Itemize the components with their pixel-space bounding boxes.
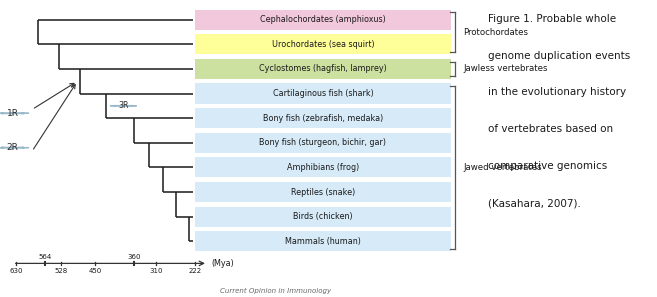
FancyBboxPatch shape [195, 206, 451, 227]
FancyBboxPatch shape [195, 83, 451, 104]
Text: 310: 310 [150, 268, 163, 274]
Text: Cephalochordates (amphioxus): Cephalochordates (amphioxus) [260, 15, 386, 24]
FancyBboxPatch shape [195, 231, 451, 251]
Text: of vertebrates based on: of vertebrates based on [489, 124, 614, 134]
Text: 2R: 2R [7, 143, 19, 152]
Text: 360: 360 [127, 254, 141, 260]
Text: Amphibians (frog): Amphibians (frog) [287, 163, 359, 172]
Text: Urochordates (sea squirt): Urochordates (sea squirt) [271, 40, 374, 49]
FancyBboxPatch shape [195, 133, 451, 153]
Text: Reptiles (snake): Reptiles (snake) [291, 187, 355, 197]
Text: Jawed vertebrates: Jawed vertebrates [463, 163, 541, 172]
Text: 630: 630 [9, 268, 23, 274]
FancyBboxPatch shape [195, 157, 451, 178]
Text: Mammals (human): Mammals (human) [285, 237, 361, 246]
Text: Protochordates: Protochordates [463, 28, 528, 37]
Text: Current Opinion in Immunology: Current Opinion in Immunology [220, 288, 332, 294]
FancyBboxPatch shape [195, 10, 451, 30]
Text: Bony fish (sturgeon, bichir, gar): Bony fish (sturgeon, bichir, gar) [260, 138, 386, 147]
FancyBboxPatch shape [195, 182, 451, 202]
Text: comparative genomics: comparative genomics [489, 161, 608, 171]
Text: (Kasahara, 2007).: (Kasahara, 2007). [489, 198, 581, 208]
Text: Cartilaginous fish (shark): Cartilaginous fish (shark) [273, 89, 373, 98]
FancyBboxPatch shape [195, 34, 451, 54]
Text: 528: 528 [54, 268, 68, 274]
Polygon shape [110, 105, 137, 106]
Text: 1R: 1R [7, 109, 19, 118]
Polygon shape [0, 147, 29, 148]
Text: genome duplication events: genome duplication events [489, 50, 631, 61]
Text: 222: 222 [189, 268, 202, 274]
Text: (Mya): (Mya) [211, 259, 234, 268]
Text: 450: 450 [88, 268, 102, 274]
Polygon shape [0, 113, 29, 114]
FancyBboxPatch shape [195, 108, 451, 128]
Text: Birds (chicken): Birds (chicken) [293, 212, 353, 221]
Text: Bony fish (zebrafish, medaka): Bony fish (zebrafish, medaka) [263, 114, 383, 123]
Text: Cyclostomes (hagfish, lamprey): Cyclostomes (hagfish, lamprey) [259, 64, 387, 73]
Text: Jawless vertebrates: Jawless vertebrates [463, 64, 547, 73]
Text: in the evolutionary history: in the evolutionary history [489, 87, 627, 97]
FancyBboxPatch shape [195, 59, 451, 79]
Text: Figure 1. Probable whole: Figure 1. Probable whole [489, 14, 617, 24]
Text: 3R: 3R [118, 101, 129, 110]
Text: 564: 564 [38, 254, 52, 260]
